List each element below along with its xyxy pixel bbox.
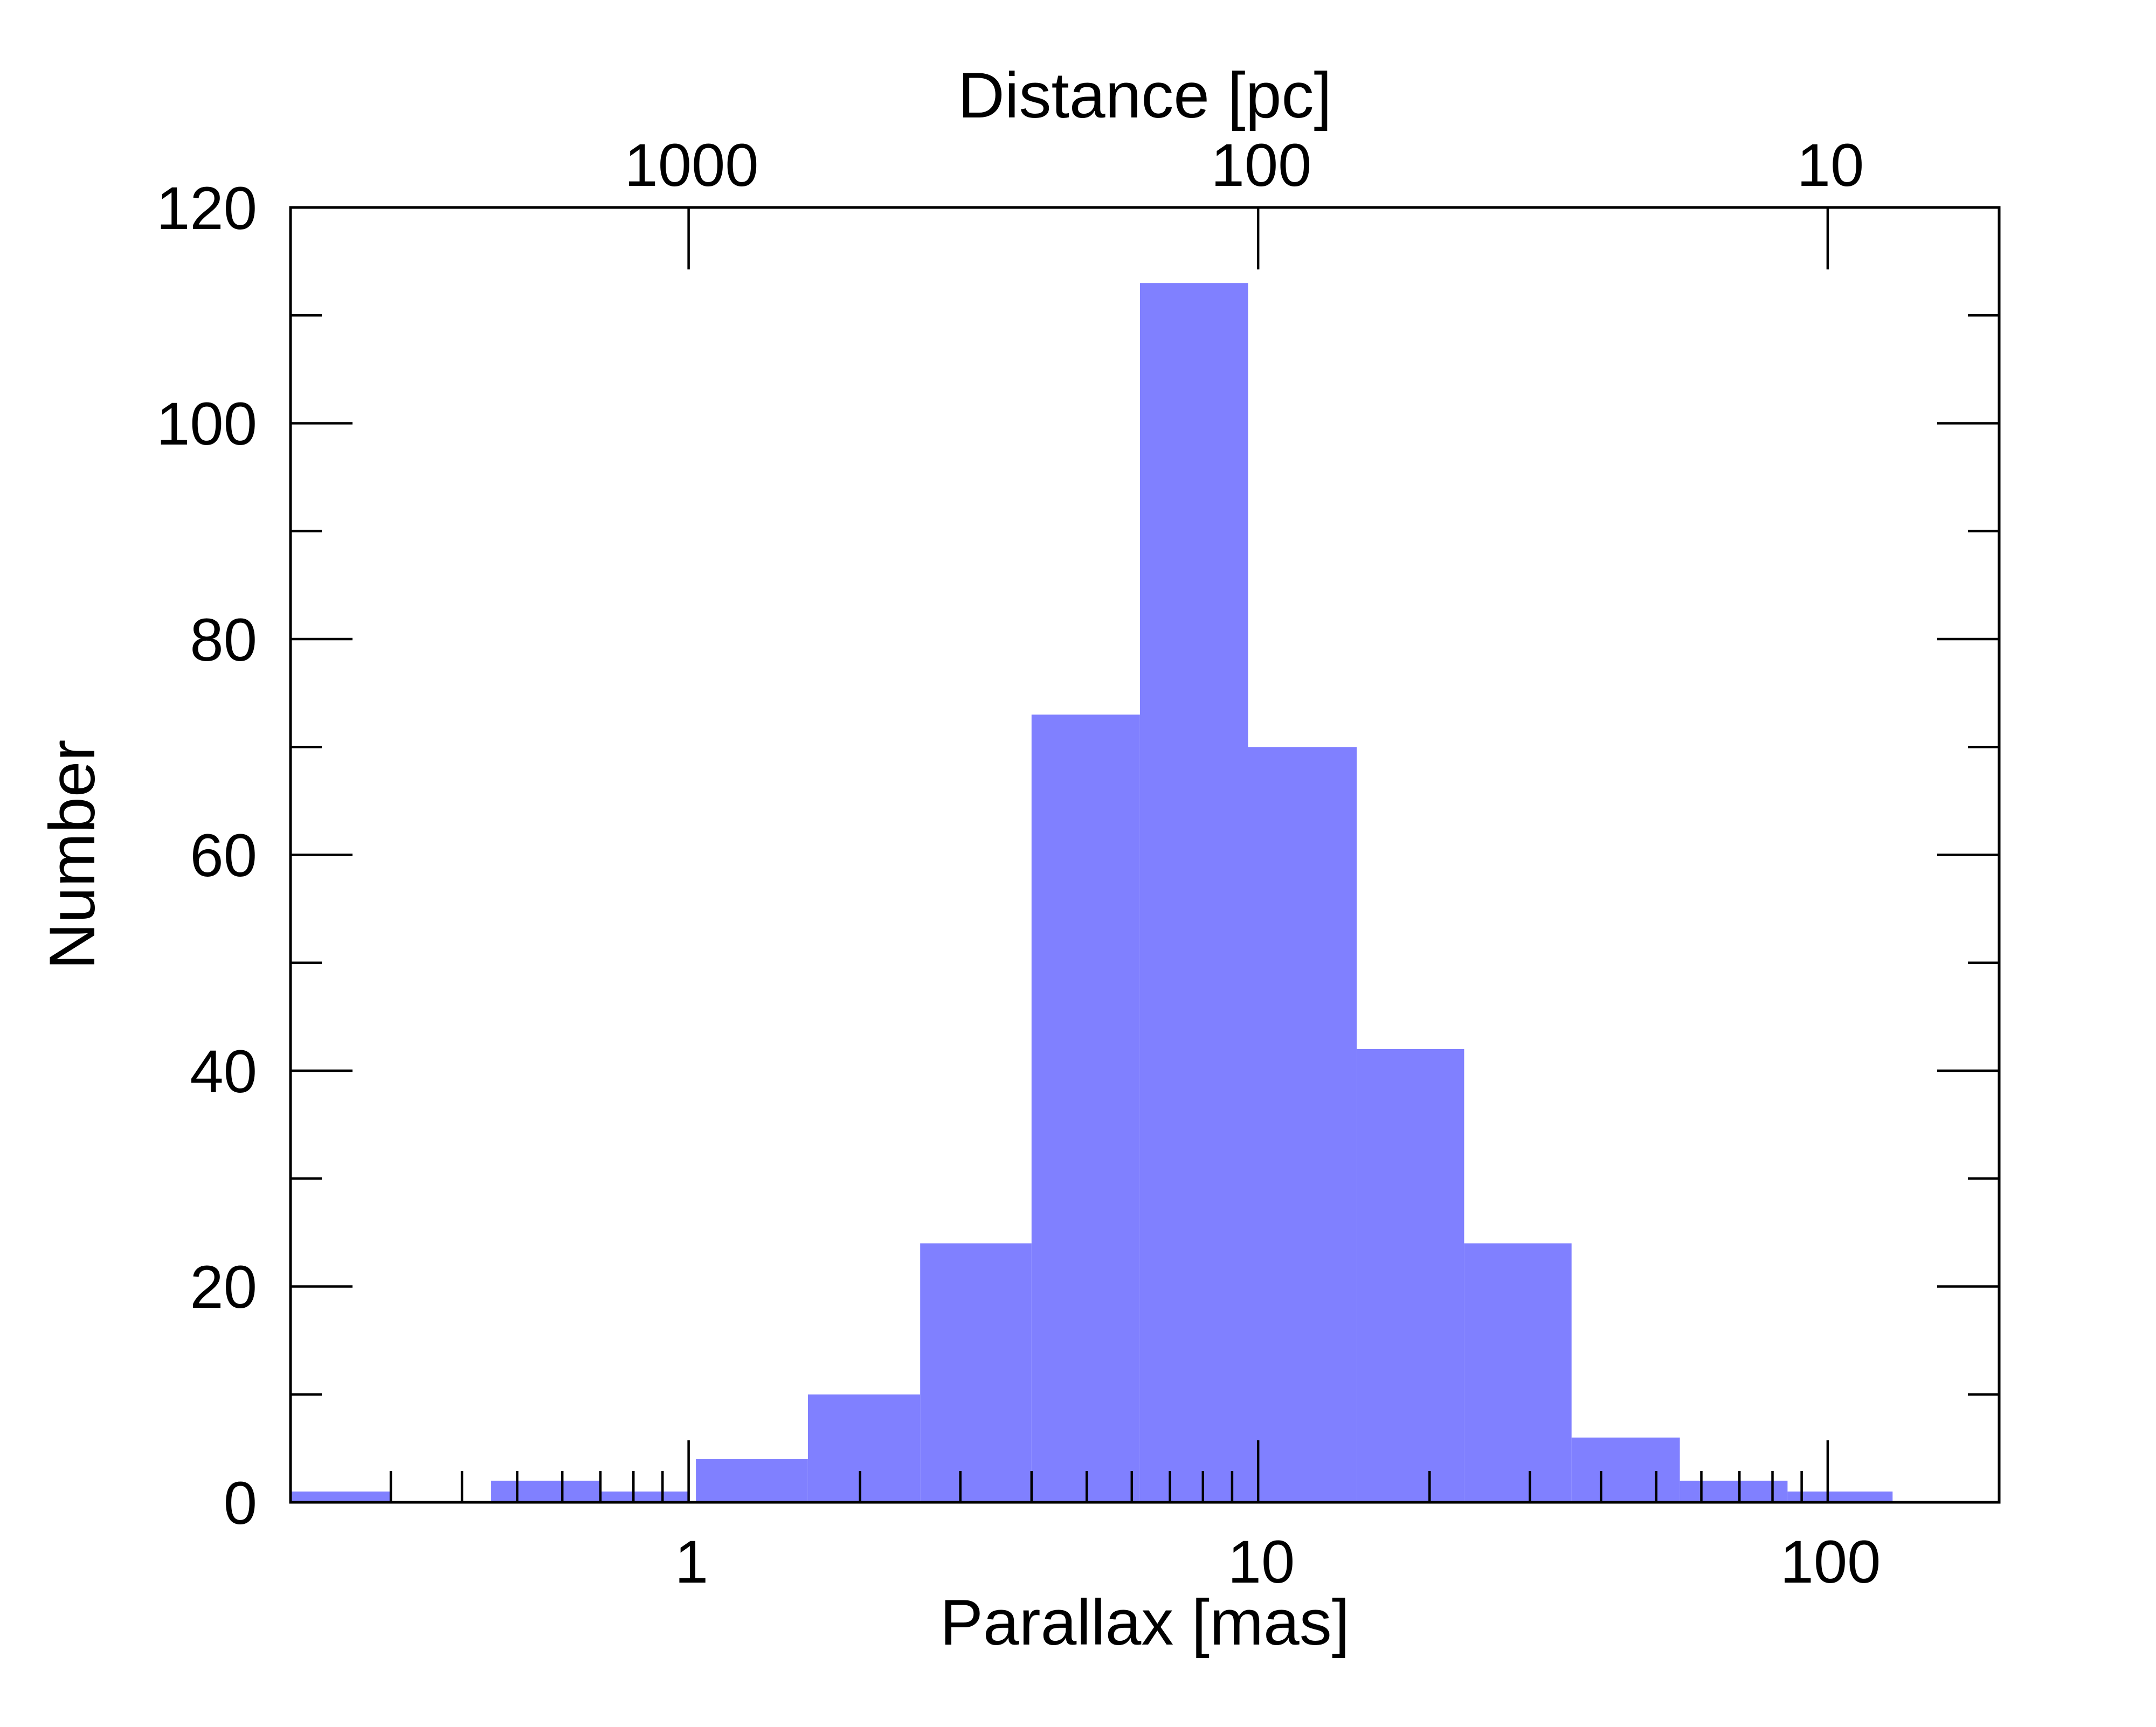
- top-tick-labels: 1000 100 10: [624, 131, 1864, 199]
- histogram-bar-8: [1248, 747, 1357, 1503]
- histogram-bar-12: [1680, 1480, 1788, 1502]
- top-axis-title: Distance [pc]: [958, 59, 1332, 131]
- x-tick-label-100: 100: [1780, 1528, 1881, 1596]
- bars-layer: [291, 283, 1893, 1503]
- histogram-bar-4: [808, 1394, 921, 1503]
- histogram-bar-6: [1031, 715, 1140, 1502]
- histogram-bar-2: [600, 1492, 689, 1502]
- y-tick-label-60: 60: [190, 822, 257, 889]
- histogram-bar-9: [1357, 1049, 1464, 1502]
- x-axis-title: Parallax [mas]: [940, 1586, 1350, 1659]
- y-tick-labels: 0 20 40 60 80 100 120: [156, 175, 257, 1537]
- y-tick-label-40: 40: [190, 1038, 257, 1105]
- histogram-bar-10: [1464, 1243, 1572, 1502]
- histogram-bar-11: [1571, 1437, 1680, 1502]
- plot-frame: [289, 206, 2001, 1504]
- bottom-tick-labels: 1 10 100: [675, 1528, 1881, 1596]
- top-tick-label-100: 100: [1211, 131, 1312, 199]
- ticks-layer: [289, 206, 2001, 1504]
- histogram-bar-0: [291, 1492, 391, 1502]
- y-tick-label-100: 100: [156, 390, 257, 457]
- histogram-bar-5: [920, 1243, 1032, 1502]
- y-tick-label-20: 20: [190, 1253, 257, 1321]
- x-tick-label-1: 1: [675, 1528, 708, 1596]
- histogram-bar-13: [1787, 1492, 1893, 1502]
- top-tick-label-10: 10: [1797, 131, 1864, 199]
- histogram-bar-1: [491, 1480, 600, 1502]
- histogram-bar-3: [696, 1459, 808, 1502]
- histogram-bar-7: [1139, 283, 1248, 1503]
- y-tick-label-80: 80: [190, 606, 257, 674]
- y-axis-title: Number: [36, 740, 108, 970]
- y-tick-label-120: 120: [156, 175, 257, 242]
- y-tick-label-0: 0: [224, 1469, 257, 1537]
- x-tick-label-10: 10: [1228, 1528, 1295, 1596]
- top-tick-label-1000: 1000: [624, 131, 758, 199]
